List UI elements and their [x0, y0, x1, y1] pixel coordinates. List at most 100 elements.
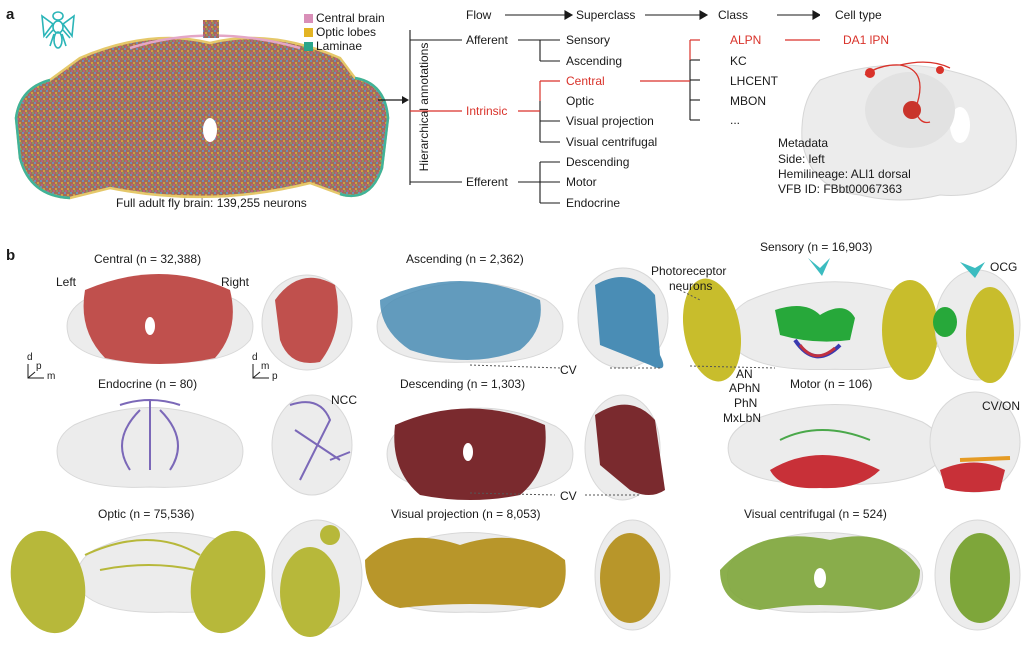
sensory-ocg-front — [808, 258, 830, 276]
legend-optic-lobes-swatch — [304, 28, 313, 37]
axis1-icon — [27, 364, 44, 379]
col-superclass: Superclass — [576, 8, 636, 22]
cv-leader-1 — [469, 364, 660, 369]
cell-type-brain-image — [801, 61, 1017, 201]
optic-side-render — [280, 547, 340, 637]
vp-front-render — [365, 537, 566, 608]
superclass-ascending: Ascending — [566, 54, 623, 68]
class-alpn: ALPN — [730, 33, 762, 47]
label-cv-on: CV/ON — [982, 399, 1021, 413]
full-brain-image — [14, 20, 390, 200]
label-descending: Descending (n = 1,303) — [400, 377, 526, 391]
motor-side-orange — [959, 456, 1011, 462]
axis1-p: p — [36, 361, 42, 372]
axis1-d: d — [27, 352, 33, 363]
class-lhcent: LHCENT — [730, 74, 779, 88]
axis2-m: m — [261, 361, 270, 372]
superclass-central: Central — [566, 74, 605, 88]
legend-central-brain-swatch — [304, 14, 313, 23]
label-photoreceptor-1: Photoreceptor — [651, 264, 727, 278]
label-motor: Motor (n = 106) — [790, 377, 873, 391]
hierarchy-tree — [409, 10, 820, 204]
optic-side-top — [320, 525, 340, 545]
label-visual-centrifugal: Visual centrifugal (n = 524) — [744, 507, 887, 521]
metadata-side: Side: left — [778, 152, 825, 166]
sensory-photoreceptor-mid — [882, 280, 938, 380]
metadata-vfb: VFB ID: FBbt00067363 — [778, 182, 903, 196]
flow-efferent: Efferent — [466, 175, 508, 189]
central-front-hole — [145, 317, 155, 335]
motor-side-red — [940, 462, 1005, 493]
class-more: ... — [730, 113, 741, 127]
motor-front-red — [770, 455, 880, 489]
label-aphn: APhN — [729, 381, 761, 395]
sensory-green-side — [933, 307, 957, 337]
superclass-endocrine: Endocrine — [566, 196, 621, 210]
superclass-motor: Motor — [566, 175, 597, 189]
vp-side-render — [600, 533, 660, 623]
cell-type-da1: DA1 lPN — [843, 33, 890, 47]
optic-right-lobe — [190, 530, 266, 634]
label-phn: PhN — [734, 396, 758, 410]
label-endocrine: Endocrine (n = 80) — [98, 377, 198, 391]
fly-icon — [41, 11, 75, 49]
endocrine-side-ghost — [271, 394, 353, 496]
class-mbon: MBON — [730, 94, 766, 108]
descending-front-hole — [463, 443, 473, 461]
label-photoreceptor-2: neurons — [669, 279, 713, 293]
legend-laminae: Laminae — [316, 39, 363, 53]
label-an: AN — [736, 367, 753, 381]
arrow-to-hierarchy — [378, 96, 409, 104]
sensory-photoreceptor-left — [682, 278, 742, 382]
sensory-ocg-side — [960, 262, 985, 278]
label-cv-1: CV — [560, 363, 577, 377]
class-kc: KC — [730, 54, 747, 68]
metadata-title: Metadata — [778, 136, 829, 150]
label-sensory: Sensory (n = 16,903) — [760, 240, 873, 254]
axis1-m: m — [47, 371, 56, 382]
sensory-green-render — [775, 306, 855, 342]
legend-central-brain: Central brain — [316, 11, 385, 25]
superclass-visual-projection: Visual projection — [566, 114, 654, 128]
col-class: Class — [718, 8, 749, 22]
flow-afferent: Afferent — [466, 33, 508, 47]
label-cv-2: CV — [560, 489, 577, 503]
metadata-hemilineage: Hemilineage: ALl1 dorsal — [778, 167, 911, 181]
axis2-p: p — [272, 371, 278, 382]
motor-front-green — [779, 429, 871, 441]
label-visual-projection: Visual projection (n = 8,053) — [391, 507, 541, 521]
col-cell-type: Cell type — [835, 8, 882, 22]
superclass-sensory: Sensory — [566, 33, 611, 47]
cv-leader-2 — [469, 492, 640, 496]
label-right: Right — [221, 275, 250, 289]
optic-center-fibers — [84, 539, 201, 571]
central-front-render — [83, 274, 233, 364]
label-left: Left — [56, 275, 77, 289]
label-ocg: OCG — [990, 260, 1018, 274]
label-ascending: Ascending (n = 2,362) — [406, 252, 524, 266]
descending-side-render — [595, 404, 665, 495]
label-mxlbn: MxLbN — [723, 411, 762, 425]
sensory-motor-red — [798, 344, 836, 358]
legend-laminae-swatch — [304, 42, 313, 51]
axis2-icon — [252, 364, 269, 379]
central-side-render — [275, 277, 338, 364]
optic-left-lobe — [10, 530, 86, 634]
label-central: Central (n = 32,388) — [94, 252, 202, 266]
panel-b-renders — [10, 258, 1021, 637]
ascending-side-render — [595, 277, 664, 369]
superclass-descending: Descending — [566, 155, 630, 169]
brain-caption: Full adult fly brain: 139,255 neurons — [116, 196, 307, 210]
panel-a-label: a — [6, 6, 15, 23]
sensory-photoreceptor-right — [966, 287, 1014, 383]
vc-side-render — [950, 533, 1010, 623]
legend-optic-lobes: Optic lobes — [316, 25, 377, 39]
vc-front-hole — [814, 568, 826, 588]
superclass-visual-centrifugal: Visual centrifugal — [566, 135, 658, 149]
axis2-d: d — [252, 352, 258, 363]
ascending-front-render — [380, 281, 541, 360]
endocrine-side-render — [289, 401, 351, 481]
endocrine-front-render — [119, 399, 181, 471]
flow-intrinsic: Intrinsic — [466, 104, 508, 118]
label-ncc: NCC — [331, 393, 357, 407]
